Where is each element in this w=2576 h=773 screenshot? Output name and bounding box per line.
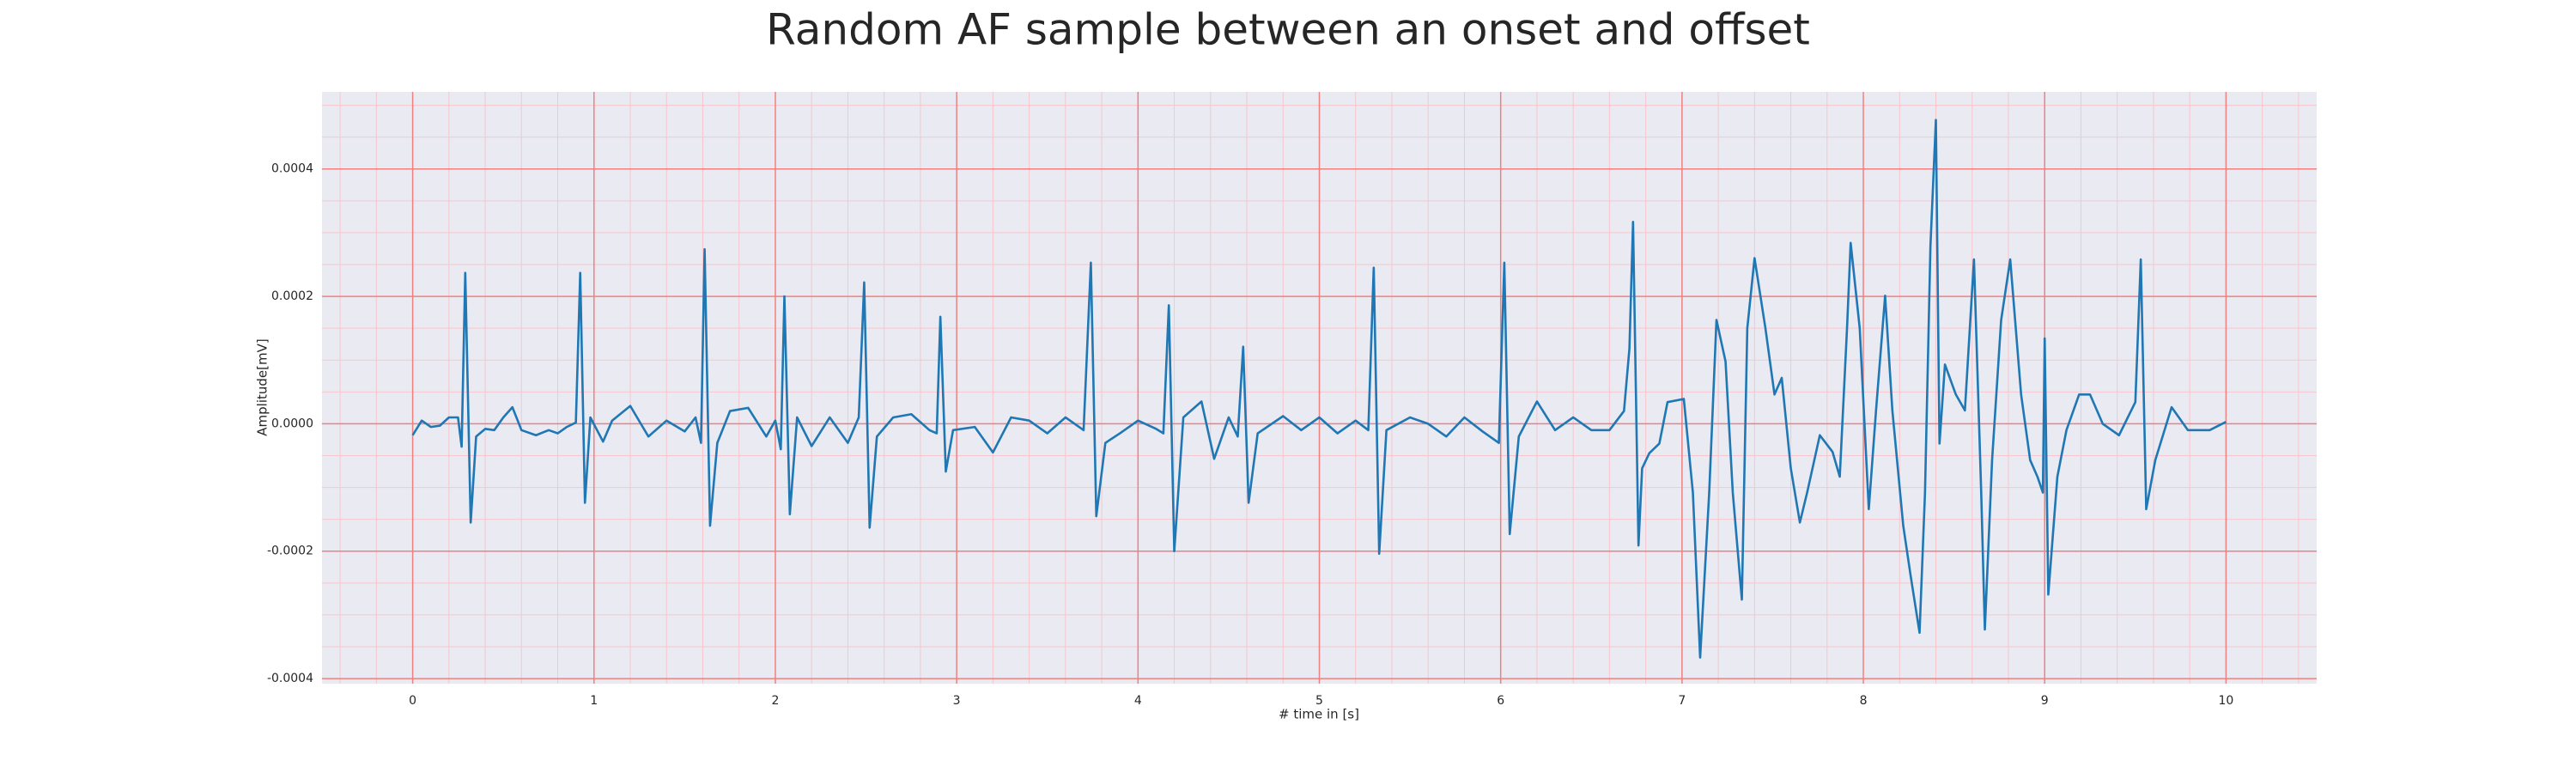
x-tick-label: 8	[1860, 694, 1868, 708]
y-axis-label: Amplitude[mV]	[255, 338, 270, 435]
y-tick-label: 0.0004	[271, 162, 313, 176]
x-tick-label: 4	[1134, 694, 1142, 708]
y-tick-label: -0.0004	[267, 672, 313, 685]
x-tick-label: 7	[1678, 694, 1686, 708]
x-tick-label: 2	[771, 694, 779, 708]
y-tick-label: 0.0002	[271, 289, 313, 303]
y-tick-label: -0.0002	[267, 545, 313, 558]
x-axis-label: # time in [s]	[1279, 707, 1359, 722]
x-tick-label: 10	[2218, 694, 2233, 708]
x-tick-label: 6	[1497, 694, 1504, 708]
y-tick-label: 0.0000	[271, 417, 313, 430]
x-tick-label: 1	[590, 694, 598, 708]
signal-line	[411, 119, 2227, 659]
chart-title: Random AF sample between an onset and of…	[766, 5, 1810, 55]
x-tick-label: 0	[409, 694, 416, 708]
x-tick-label: 3	[953, 694, 961, 708]
x-tick-label: 5	[1315, 694, 1323, 708]
x-tick-label: 9	[2041, 694, 2049, 708]
